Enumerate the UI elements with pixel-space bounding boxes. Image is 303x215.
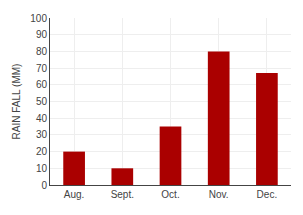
svg-text:RAIN FALL (MM): RAIN FALL (MM) [11, 64, 22, 140]
svg-text:Nov.: Nov. [209, 189, 229, 200]
svg-text:20: 20 [36, 146, 48, 157]
svg-text:70: 70 [36, 63, 48, 74]
svg-text:90: 90 [36, 29, 48, 40]
svg-text:100: 100 [30, 13, 47, 24]
svg-text:80: 80 [36, 46, 48, 57]
svg-text:Aug.: Aug. [64, 189, 85, 200]
svg-text:50: 50 [36, 96, 48, 107]
svg-text:0: 0 [41, 180, 47, 191]
svg-text:60: 60 [36, 79, 48, 90]
svg-text:40: 40 [36, 113, 48, 124]
svg-text:10: 10 [36, 163, 48, 174]
svg-text:Sept.: Sept. [111, 189, 134, 200]
svg-text:Dec.: Dec. [257, 189, 278, 200]
svg-text:Oct.: Oct. [161, 189, 179, 200]
svg-text:30: 30 [36, 129, 48, 140]
